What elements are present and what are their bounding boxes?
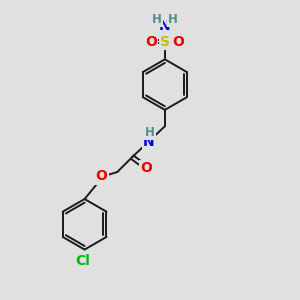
- Text: O: O: [145, 34, 157, 49]
- Text: H: H: [168, 13, 178, 26]
- Text: H: H: [145, 126, 155, 139]
- Text: O: O: [96, 169, 107, 184]
- Text: H: H: [152, 13, 162, 26]
- Text: S: S: [160, 34, 170, 49]
- Text: N: N: [159, 19, 171, 33]
- Text: O: O: [172, 34, 184, 49]
- Text: O: O: [140, 161, 152, 175]
- Text: N: N: [143, 135, 154, 149]
- Text: Cl: Cl: [76, 254, 91, 268]
